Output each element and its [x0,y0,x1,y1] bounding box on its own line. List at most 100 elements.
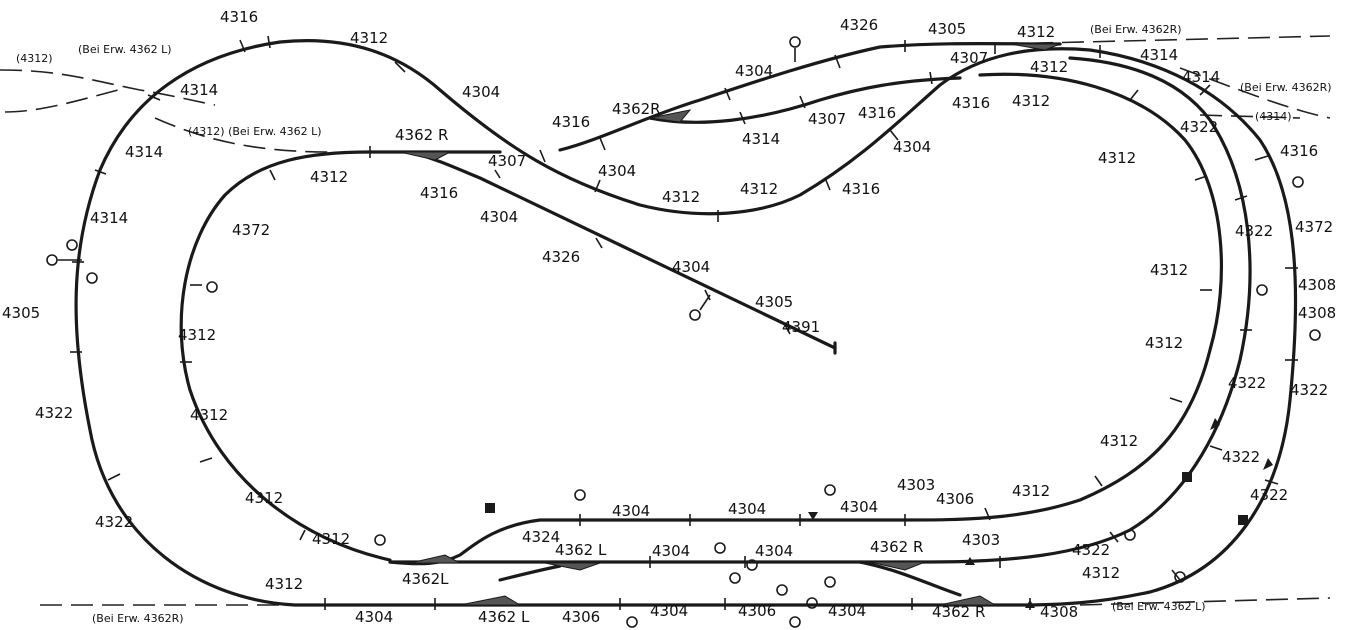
label: 4304 [652,542,690,560]
label: 4305 [2,304,40,322]
label: 4303 [897,476,935,494]
label: 4312 [1017,23,1055,41]
label: 4372 [1295,218,1333,236]
label: 4312 [350,29,388,47]
section-labels: 4316 4312 4304 (4312) (Bei Erw. 4362 L) … [2,8,1336,626]
label: 4312 [662,188,700,206]
label: 4312 [1150,261,1188,279]
track-joints [70,35,1298,610]
label: 4304 [828,602,866,620]
label: 4304 [672,258,710,276]
signal-symbols [46,36,1321,628]
label: 4314 [90,209,128,227]
label: 4322 [35,404,73,422]
label: 4312 [1098,149,1136,167]
label: 4312 [1082,564,1120,582]
signal-icon [1256,284,1268,296]
signal-icon [1292,176,1304,188]
signal-icon [746,559,758,571]
label: 4362R [612,100,661,118]
label: (Bei Erw. 4362R) [1090,23,1182,36]
upper-siding-tracks [558,42,1062,152]
label: (Bei Erw. 4362R) [1240,81,1332,94]
signal-icon [1309,329,1321,341]
label: 4314 [1182,68,1220,86]
signal-icon [729,572,741,584]
label: 4372 [232,221,270,239]
signal-icon [86,272,98,284]
signal-icon [1174,571,1186,583]
label: 4304 [893,138,931,156]
label: 4304 [462,83,500,101]
signal-triangle-icon [1025,600,1035,608]
turnouts [399,43,1061,606]
label: 4324 [522,528,560,546]
label: 4314 [1140,46,1178,64]
label: 4322 [1228,374,1266,392]
label: 4326 [840,16,878,34]
signal-icon [776,584,788,596]
signal-icon [789,36,801,48]
label: 4308 [1298,304,1336,322]
label: 4304 [355,608,393,626]
label: 4316 [420,184,458,202]
label: (4312) [16,52,53,65]
label: 4322 [1290,381,1328,399]
signal-triangle-icon [808,512,818,520]
label: 4391 [782,318,820,336]
label: (Bei Erw. 4362 L) [1112,600,1206,613]
label: 4362 L [555,541,607,559]
buffer-stop-icon [1238,515,1248,525]
signal-icon [46,254,58,266]
label: 4304 [755,542,793,560]
label: 4312 [312,530,350,548]
label: 4362L [402,570,449,588]
label: 4322 [1180,118,1218,136]
label: (Bei Erw. 4362R) [92,612,184,625]
outer-loop-track [74,39,1298,607]
label: 4304 [728,500,766,518]
label: (4314) [1255,110,1292,123]
label: 4362 R [932,603,985,621]
label: 4304 [840,498,878,516]
label: 4303 [962,531,1000,549]
label: 4312 [1012,482,1050,500]
label: 4312 [245,489,283,507]
buffer-stop-icon [1182,472,1192,482]
signal-icon [789,616,801,628]
label: 4307 [488,152,526,170]
signal-icon [1124,529,1136,541]
label: 4304 [612,502,650,520]
label: 4314 [742,130,780,148]
signal-icon [626,616,638,628]
signal-triangle-icon [965,557,975,565]
label: 4304 [650,602,688,620]
label: 4312 [1030,58,1068,76]
signal-icon [714,542,726,554]
label: 4316 [842,180,880,198]
label: 4316 [220,8,258,26]
signal-icon [824,484,836,496]
label: 4322 [95,513,133,531]
signal-icon [206,281,218,293]
label: (Bei Erw. 4362 L) [78,43,172,56]
label: 4304 [480,208,518,226]
signal-icon [806,597,818,609]
label: 4322 [1235,222,1273,240]
label: 4312 [178,326,216,344]
label: 4316 [952,94,990,112]
label: 4312 [190,406,228,424]
label: 4312 [1100,432,1138,450]
label: 4306 [738,602,776,620]
label: 4304 [598,162,636,180]
label: (4312) (Bei Erw. 4362 L) [188,125,322,138]
label: 4314 [125,143,163,161]
label: 4305 [755,293,793,311]
inner-loop-track [179,56,1252,566]
label: 4362 R [395,126,448,144]
label: 4314 [180,81,218,99]
label: 4312 [1012,92,1050,110]
label: 4312 [310,168,348,186]
label: 4316 [858,104,896,122]
label: 4307 [808,110,846,128]
